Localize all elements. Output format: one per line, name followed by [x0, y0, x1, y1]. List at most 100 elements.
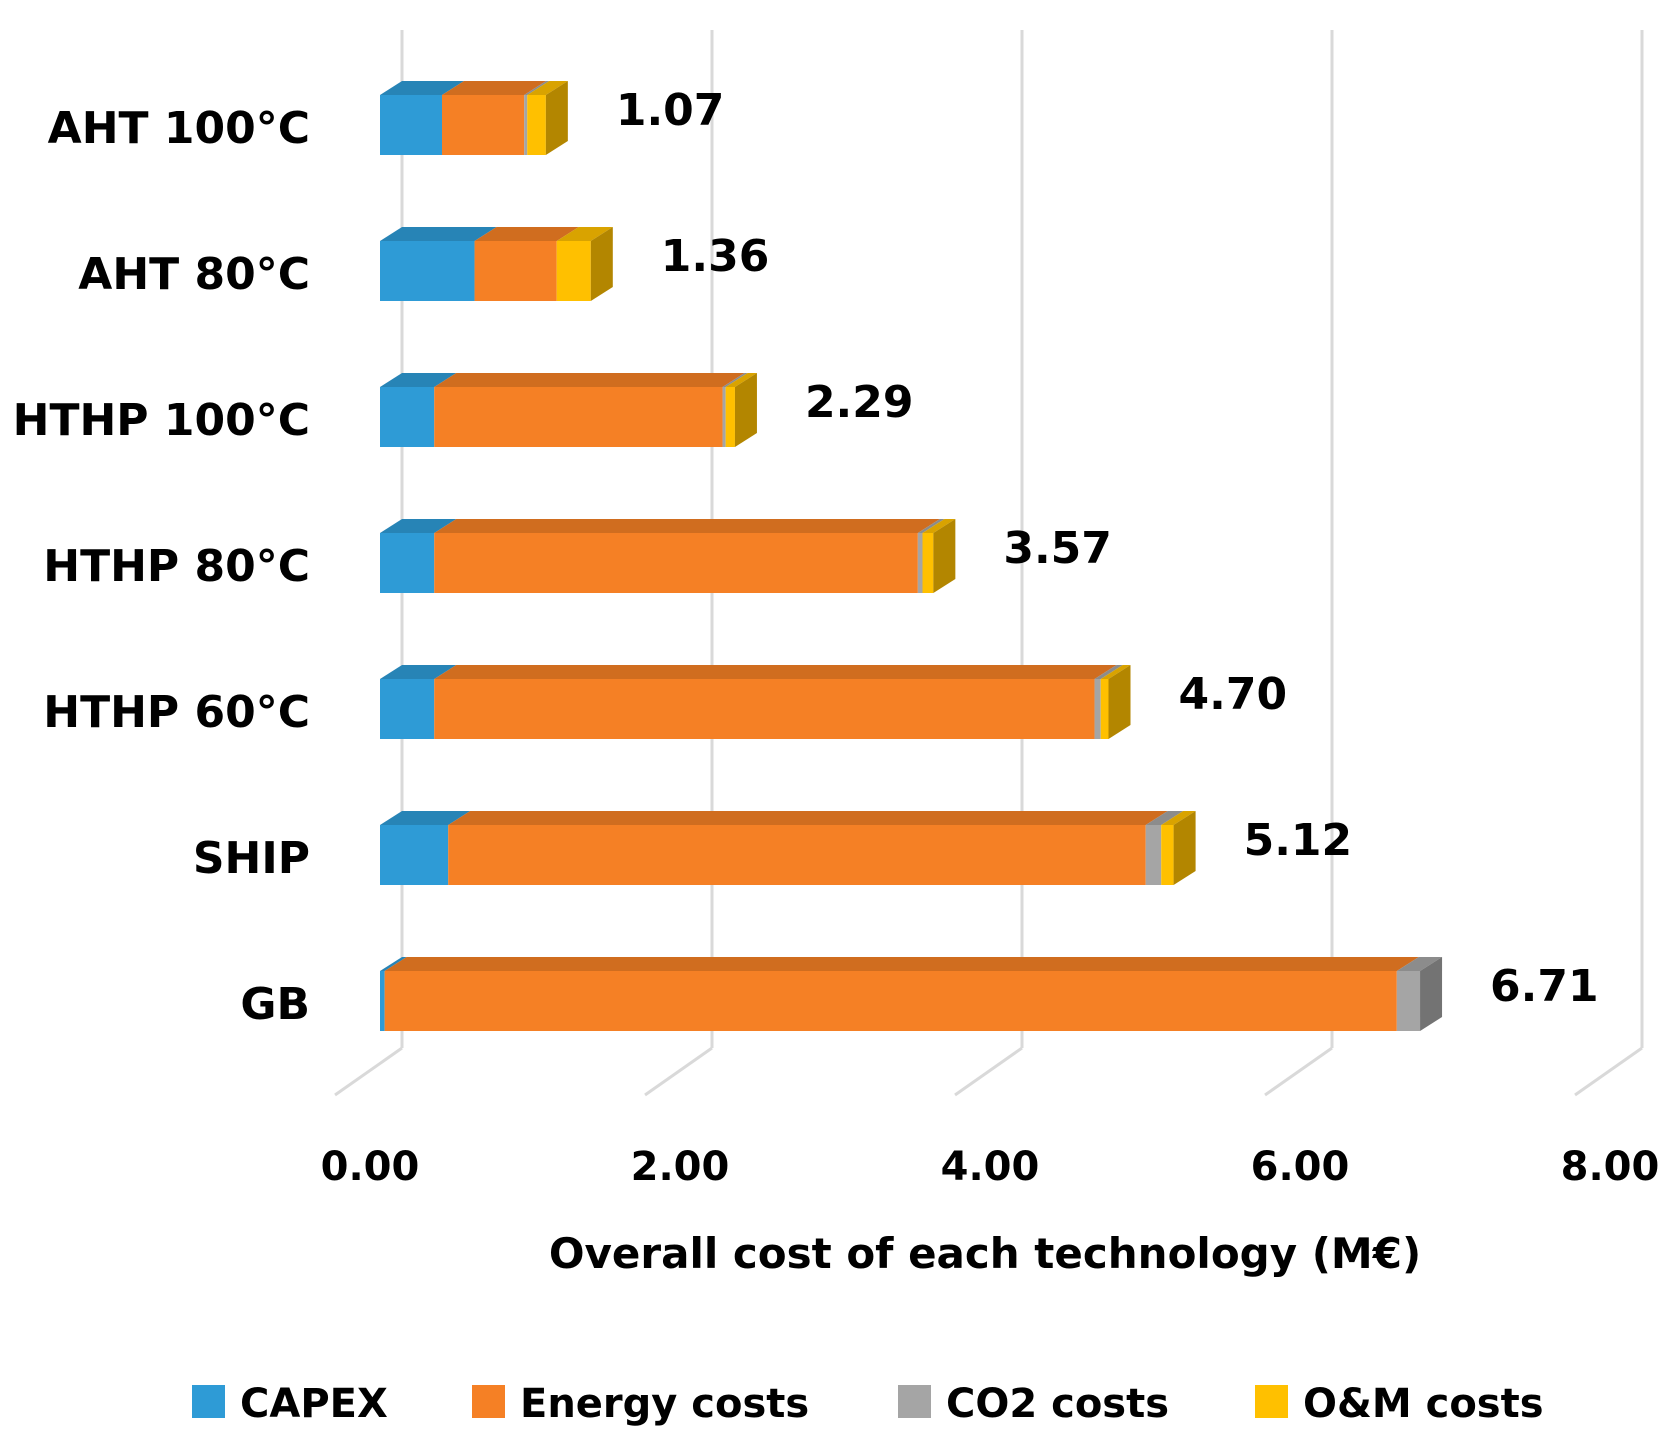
- bar-group: [380, 81, 568, 155]
- legend-label: CO2 costs: [946, 1381, 1169, 1427]
- bar-segment-top: [725, 373, 757, 387]
- floor-gridline: [334, 1046, 403, 1097]
- bar-group: [380, 811, 1196, 885]
- bar-segment: [722, 387, 726, 447]
- bar-end-face: [933, 519, 956, 593]
- bar-group: [380, 957, 1443, 1031]
- bar-segment: [448, 825, 1146, 885]
- legend-item: CO2 costs: [898, 1381, 1169, 1427]
- bar-group: [380, 373, 757, 447]
- bar-segment-top: [1396, 957, 1443, 971]
- bar-end-face: [1108, 665, 1131, 739]
- bar-segment: [1100, 679, 1109, 739]
- bar-segment-top: [380, 811, 471, 825]
- total-data-label: 3.57: [1003, 523, 1112, 574]
- total-data-label: 1.07: [616, 85, 725, 136]
- bar-segment-top: [380, 957, 407, 971]
- bar-segment-top: [1100, 665, 1131, 679]
- legend-item: CAPEX: [192, 1381, 388, 1427]
- legend-swatch: [472, 1385, 505, 1418]
- bar-segment-top: [380, 227, 497, 241]
- x-tick-label: 6.00: [1251, 1144, 1350, 1190]
- y-category-label: SHIP: [193, 833, 310, 884]
- x-axis-title: Overall cost of each technology (M€): [549, 1229, 1421, 1278]
- legend-item: Energy costs: [472, 1381, 809, 1427]
- bar-segment-top: [556, 227, 613, 241]
- bar-segment: [917, 533, 923, 593]
- bar-segment: [524, 95, 528, 155]
- bar-segment-top: [434, 373, 745, 387]
- bar-segment-top: [917, 519, 945, 533]
- bar-segment: [380, 95, 442, 155]
- bar-segment-top: [922, 519, 956, 533]
- legend: CAPEX Energy costs CO2 costs O&M costs: [192, 1381, 1544, 1427]
- bar-segment: [434, 533, 918, 593]
- bar-segment-top: [448, 811, 1168, 825]
- total-data-label: 5.12: [1244, 815, 1353, 866]
- bar-segment-top: [384, 957, 1419, 971]
- bar-group: [380, 665, 1131, 739]
- x-tick-label: 4.00: [941, 1144, 1040, 1190]
- floor-gridline: [1264, 1046, 1333, 1097]
- y-category-label: AHT 80°C: [78, 249, 310, 300]
- y-category-label: HTHP 80°C: [43, 541, 310, 592]
- bar-end-face: [734, 373, 757, 447]
- bar-segment-top: [380, 665, 457, 679]
- bar-segment-top: [1145, 811, 1184, 825]
- total-data-label: 4.70: [1179, 669, 1288, 720]
- bar-segment: [434, 679, 1095, 739]
- total-data-label: 1.36: [661, 231, 770, 282]
- legend-swatch: [192, 1385, 225, 1418]
- bar-segment: [527, 95, 546, 155]
- bar-group: [380, 519, 956, 593]
- bar-segment-top: [442, 81, 547, 95]
- total-data-label: 6.71: [1490, 961, 1599, 1012]
- bar-segment: [434, 387, 723, 447]
- bar-segment-top: [527, 81, 568, 95]
- legend-label: Energy costs: [520, 1381, 809, 1427]
- legend-swatch: [898, 1385, 931, 1418]
- bar-end-face: [1420, 957, 1443, 1031]
- legend-label: O&M costs: [1303, 1381, 1544, 1427]
- bar-segment-top: [1161, 811, 1196, 825]
- x-axis-ticks: 0.00 2.00 4.00 6.00 8.00: [321, 1144, 1660, 1190]
- bar-segment-top: [1094, 665, 1123, 679]
- bar-segment: [474, 241, 557, 301]
- bar-segment: [556, 241, 591, 301]
- bar-segment: [1396, 971, 1421, 1031]
- y-category-label: GB: [240, 979, 310, 1030]
- bar-segment-top: [380, 373, 457, 387]
- bar-segment: [1145, 825, 1162, 885]
- bars: [380, 81, 1443, 1031]
- y-category-label: HTHP 60°C: [43, 687, 310, 738]
- bar-segment: [380, 241, 475, 301]
- bar-segment-top: [434, 519, 940, 533]
- bar-segment: [725, 387, 735, 447]
- bar-segment: [380, 533, 435, 593]
- bar-segment: [380, 387, 435, 447]
- bar-end-face: [545, 81, 568, 155]
- data-labels: 1.07 1.36 2.29 3.57 4.70 5.12 6.71: [616, 85, 1599, 1012]
- bar-segment-top: [380, 519, 457, 533]
- bar-segment: [922, 533, 934, 593]
- floor-gridline: [644, 1046, 713, 1097]
- floor-gridline: [1574, 1046, 1643, 1097]
- y-category-label: HTHP 100°C: [13, 395, 310, 446]
- total-data-label: 2.29: [805, 377, 914, 428]
- bar-segment: [1094, 679, 1101, 739]
- x-tick-label: 8.00: [1561, 1144, 1660, 1190]
- bar-segment: [380, 825, 449, 885]
- bar-segment-top: [524, 81, 550, 95]
- x-tick-label: 0.00: [321, 1144, 420, 1190]
- bar-segment: [1161, 825, 1174, 885]
- category-labels: AHT 100°C AHT 80°C HTHP 100°C HTHP 80°C HTHP…: [13, 103, 310, 1030]
- bar-segment-top: [434, 665, 1117, 679]
- bar-group: [380, 227, 613, 301]
- bar-segment: [380, 971, 385, 1031]
- legend-item: O&M costs: [1255, 1381, 1544, 1427]
- bar-segment: [380, 679, 435, 739]
- bar-segment: [442, 95, 525, 155]
- bar-end-face: [590, 227, 613, 301]
- bar-segment-top: [474, 227, 579, 241]
